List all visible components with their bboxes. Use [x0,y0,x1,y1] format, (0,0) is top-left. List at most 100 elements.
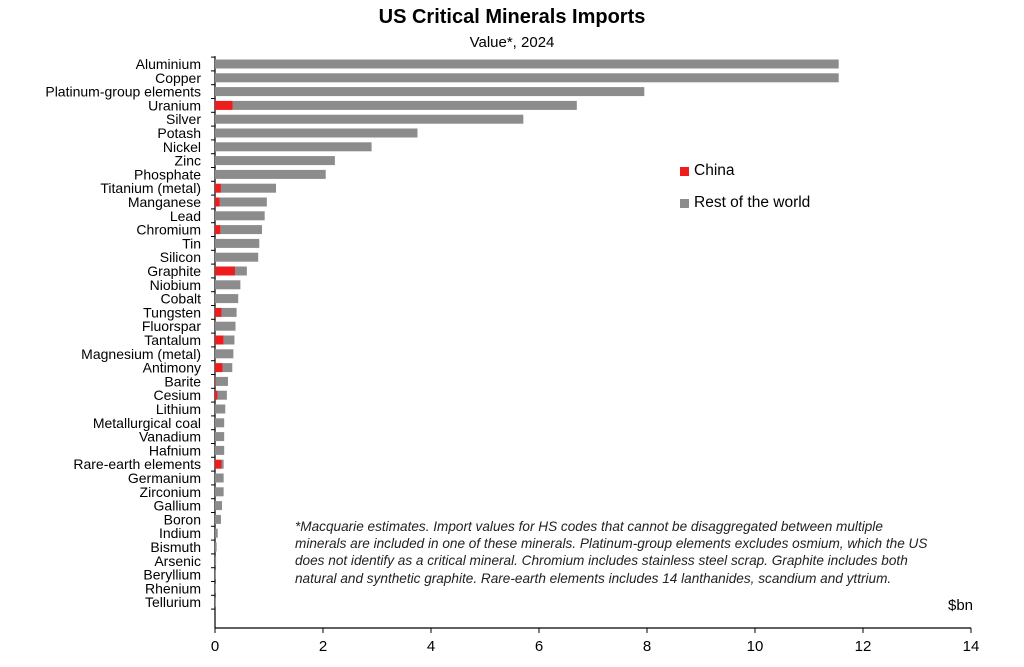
bar-rest-of-world-copper [215,73,839,83]
bar-rest-of-world-tellurium [215,597,216,607]
x-tick-label: 4 [427,638,435,655]
bar-rest-of-world-silicon [215,252,259,262]
category-label: Rare-earth elements [73,456,201,472]
bar-rest-of-world-zirconium [215,487,224,497]
category-label: Cesium [154,387,201,403]
category-label: Silver [166,111,201,127]
bar-china-rare-earth-elements [215,459,222,469]
bar-rest-of-world-indium [215,528,218,538]
legend-label-china: China [694,162,735,179]
category-label: Zinc [175,153,201,169]
category-label: Zirconium [140,484,201,500]
category-label: Germanium [128,470,201,486]
bar-rest-of-world-manganese [219,197,267,207]
bar-rest-of-world-titanium-metal [220,183,277,193]
category-label: Phosphate [134,166,201,182]
category-label: Tellurium [145,594,201,610]
category-label: Hafnium [149,442,201,458]
bar-rest-of-world-platinum-group-elements [215,87,645,97]
chart-subtitle: Value*, 2024 [469,34,555,51]
category-label: Gallium [154,498,201,514]
bar-rest-of-world-barite [215,376,228,386]
bar-rest-of-world-magnesium-metal [215,349,234,359]
bar-rest-of-world-tantalum [223,335,235,345]
bar-china-tungsten [215,307,222,317]
legend-label-rest-of-world: Rest of the world [694,194,811,211]
bar-china-graphite [215,266,235,276]
x-tick-label: 8 [643,638,651,655]
bar-rest-of-world-rare-earth-elements [221,459,224,469]
category-label: Niobium [150,277,201,293]
bar-rest-of-world-boron [215,514,221,524]
x-tick-label: 6 [535,638,543,655]
bar-rest-of-world-zinc [215,156,335,166]
legend-item-rest-of-world: Rest of the world [680,194,810,212]
x-tick-label: 12 [855,638,872,655]
category-label: Antimony [143,360,201,376]
x-axis-unit-label: $bn [948,597,974,614]
bar-rest-of-world-gallium [215,501,223,511]
bar-rest-of-world-beryllium [215,570,216,580]
bar-rest-of-world-rhenium [215,583,216,593]
bar-rest-of-world-bismuth [215,542,217,552]
category-label: Fluorspar [142,318,201,334]
bar-china-cesium [215,390,218,400]
category-label: Potash [157,125,201,141]
bar-rest-of-world-arsenic [215,556,217,566]
bar-rest-of-world-lead [215,211,265,221]
bar-rest-of-world-metallurgical-coal [215,418,225,428]
category-label: Chromium [136,222,201,238]
category-label: Beryllium [143,567,201,583]
category-label: Platinum-group elements [45,84,201,100]
x-tick-label: 10 [747,638,764,655]
bar-rest-of-world-hafnium [215,445,225,455]
x-tick-label: 14 [963,638,980,655]
bar-rest-of-world-lithium [215,404,226,414]
bar-china-chromium [215,225,221,235]
legend-swatch-rest-of-world [680,198,689,208]
category-label: Tungsten [143,304,201,320]
footnote: *Macquarie estimates. Import values for … [295,519,928,586]
category-label: Metallurgical coal [93,415,201,431]
category-label: Indium [159,525,201,541]
category-label: Cobalt [161,291,202,307]
bar-rest-of-world-niobium [215,280,241,290]
bar-rest-of-world-germanium [215,473,224,483]
category-label: Uranium [148,97,201,113]
category-label: Aluminium [136,56,201,72]
bar-rest-of-world-cobalt [215,294,239,304]
category-label: Tin [182,235,201,251]
category-label: Rhenium [145,580,201,596]
bar-rest-of-world-cesium [217,390,227,400]
bar-china-manganese [215,197,220,207]
legend-swatch-china [680,166,689,176]
x-tick-label: 0 [211,638,219,655]
category-label: Arsenic [154,553,201,569]
legend-item-china: China [680,162,735,180]
bar-rest-of-world-tin [215,238,260,248]
bar-rest-of-world-silver [215,114,524,124]
bar-rest-of-world-aluminium [215,59,839,69]
bar-rest-of-world-fluorspar [215,321,236,331]
category-label: Barite [164,373,201,389]
category-label: Vanadium [139,429,201,445]
bar-china-antimony [215,363,223,373]
bar-rest-of-world-vanadium [215,432,225,442]
bar-rest-of-world-chromium [220,225,262,235]
category-label: Copper [155,70,201,86]
bar-rest-of-world-potash [215,128,418,138]
bar-china-uranium [215,100,233,110]
bar-rest-of-world-graphite [234,266,247,276]
bar-rest-of-world-uranium [232,100,577,110]
category-label: Lithium [156,401,201,417]
bar-rest-of-world-tungsten [221,307,237,317]
bar-rest-of-world-antimony [222,363,233,373]
category-label: Magnesium (metal) [81,346,201,362]
bar-rest-of-world-nickel [215,142,372,152]
category-label: Tantalum [144,332,201,348]
category-label: Nickel [163,139,201,155]
category-label: Bismuth [150,539,201,555]
category-label: Graphite [147,263,201,279]
bar-china-titanium-metal [215,183,221,193]
